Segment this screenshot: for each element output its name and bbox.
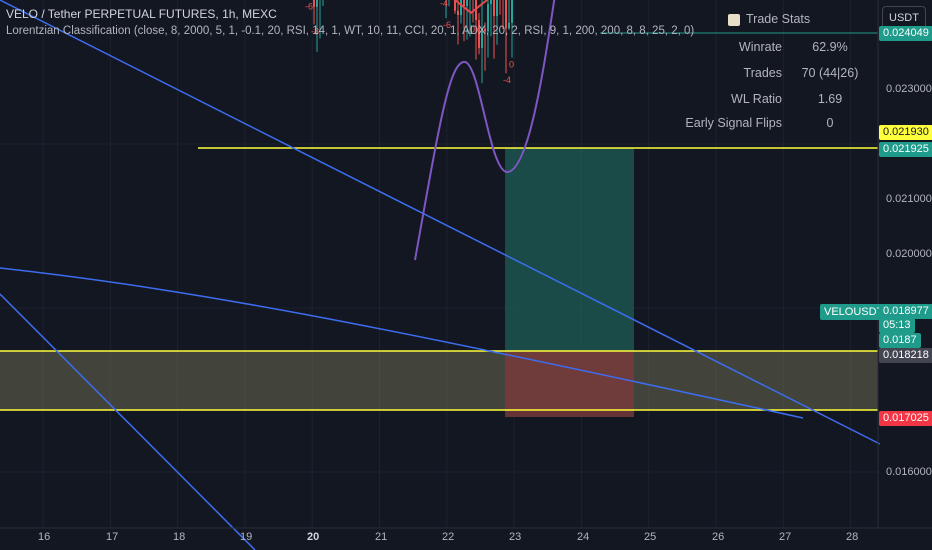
candles bbox=[313, 0, 513, 84]
stop-zone[interactable] bbox=[505, 351, 634, 417]
time-axis-label: 17 bbox=[106, 531, 119, 543]
price-tag-target: 0.021925 bbox=[879, 142, 932, 157]
countdown-tag: 05:13 bbox=[879, 318, 915, 333]
price-axis-label: 0.016000 bbox=[886, 466, 932, 478]
stat-value: 70 (44|26) bbox=[801, 66, 859, 80]
time-axis-label: 18 bbox=[173, 531, 186, 543]
candle-body bbox=[466, 0, 468, 7]
time-axis-label: 23 bbox=[509, 531, 522, 543]
trendline-lower-steep[interactable] bbox=[0, 293, 256, 550]
time-axis-label: 22 bbox=[442, 531, 455, 543]
time-axis-label: 27 bbox=[779, 531, 792, 543]
price-tag-entry: 0.0187 bbox=[879, 333, 921, 348]
bar-label: 0 bbox=[509, 60, 514, 70]
stat-label: Winrate bbox=[738, 40, 782, 54]
stat-row-trades: Trades 70 (44|26) bbox=[700, 66, 880, 86]
stat-value: 0 bbox=[826, 116, 834, 130]
stat-row-winrate: Winrate 62.9% bbox=[700, 40, 880, 60]
candle-body bbox=[490, 0, 492, 4]
bar-label: -4 bbox=[503, 75, 511, 85]
price-tag-last: 0.018977 bbox=[879, 304, 932, 319]
price-tag-zone: 0.018218 bbox=[879, 348, 932, 363]
candle-body bbox=[496, 0, 498, 17]
candle-body bbox=[478, 20, 480, 48]
time-axis-label: 20 bbox=[307, 531, 320, 543]
bar-label: -6 bbox=[443, 20, 451, 30]
projection-curve bbox=[414, 0, 556, 261]
bar-labels: -2-6-6-220-4-6-40402-6204-6-420-6-8-4-6-… bbox=[305, 0, 514, 85]
candle-body bbox=[493, 0, 495, 17]
candle-body bbox=[313, 0, 315, 7]
candle-body bbox=[511, 0, 513, 23]
candle-body bbox=[454, 0, 456, 11]
candle-body bbox=[460, 0, 462, 15]
bar-label: 0 bbox=[470, 24, 475, 34]
price-axis-label: 0.021000 bbox=[886, 193, 932, 205]
trendline-curve[interactable] bbox=[0, 267, 804, 419]
trade-stats-title: Trade Stats bbox=[746, 12, 811, 26]
candle-body bbox=[481, 28, 483, 48]
stat-label: WL Ratio bbox=[731, 92, 782, 106]
price-axis-label: 0.023000 bbox=[886, 83, 932, 95]
stat-row-early-flips: Early Signal Flips 0 bbox=[685, 116, 880, 136]
candle-body bbox=[463, 0, 465, 7]
candle-body bbox=[508, 22, 510, 29]
time-axis-label: 24 bbox=[577, 531, 590, 543]
stat-label: Early Signal Flips bbox=[685, 116, 782, 130]
grid bbox=[0, 0, 878, 528]
stat-row-wl-ratio: WL Ratio 1.69 bbox=[700, 92, 880, 112]
stat-value: 1.69 bbox=[817, 92, 843, 106]
price-tag-high: 0.024049 bbox=[879, 26, 932, 41]
price-tag-level: 0.021930 bbox=[879, 125, 932, 140]
time-axis-label: 21 bbox=[375, 531, 388, 543]
time-axis-label: 16 bbox=[38, 531, 51, 543]
symbol-tag: VELOUSDT.P bbox=[820, 304, 897, 320]
chart-icon bbox=[728, 14, 740, 26]
support-zone bbox=[0, 351, 878, 410]
bar-label: -8 bbox=[311, 26, 319, 36]
candle-body bbox=[505, 0, 507, 29]
target-zone[interactable] bbox=[505, 148, 634, 351]
candle-body bbox=[487, 3, 489, 32]
price-tag-stop: 0.017025 bbox=[879, 411, 932, 426]
bar-label: -6 bbox=[305, 2, 313, 12]
trendline-upper[interactable] bbox=[0, 0, 881, 445]
price-axis-label: 0.020000 bbox=[886, 248, 932, 260]
time-axis-label: 28 bbox=[846, 531, 859, 543]
bar-label: -4 bbox=[440, 0, 448, 9]
candle-body bbox=[484, 28, 486, 32]
chart-title[interactable]: VELO / Tether PERPETUAL FUTURES, 1h, MEX… bbox=[6, 7, 277, 21]
time-axis-label: 19 bbox=[240, 531, 253, 543]
stat-label: Trades bbox=[743, 66, 782, 80]
time-axis-label: 26 bbox=[712, 531, 725, 543]
indicator-legend[interactable]: Lorentzian Classification (close, 8, 200… bbox=[6, 25, 695, 37]
candle-body bbox=[316, 0, 318, 7]
candle-body bbox=[457, 10, 459, 15]
stat-value: 62.9% bbox=[812, 40, 848, 54]
time-axis-label: 25 bbox=[644, 531, 657, 543]
